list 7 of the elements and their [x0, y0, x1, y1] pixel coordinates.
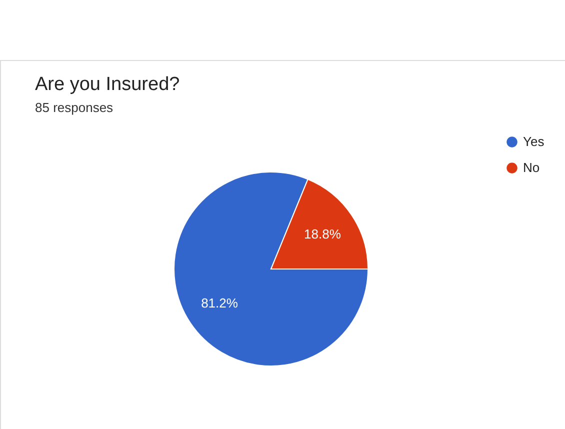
pie-slice: [174, 172, 368, 366]
legend-label: Yes: [523, 134, 545, 149]
data-label: 81.2%: [201, 296, 238, 311]
legend-label: No: [523, 160, 540, 175]
chart-subtitle: 85 responses: [35, 100, 114, 115]
chart-title: Are you Insured?: [35, 74, 180, 95]
data-label: 18.8%: [304, 226, 342, 242]
